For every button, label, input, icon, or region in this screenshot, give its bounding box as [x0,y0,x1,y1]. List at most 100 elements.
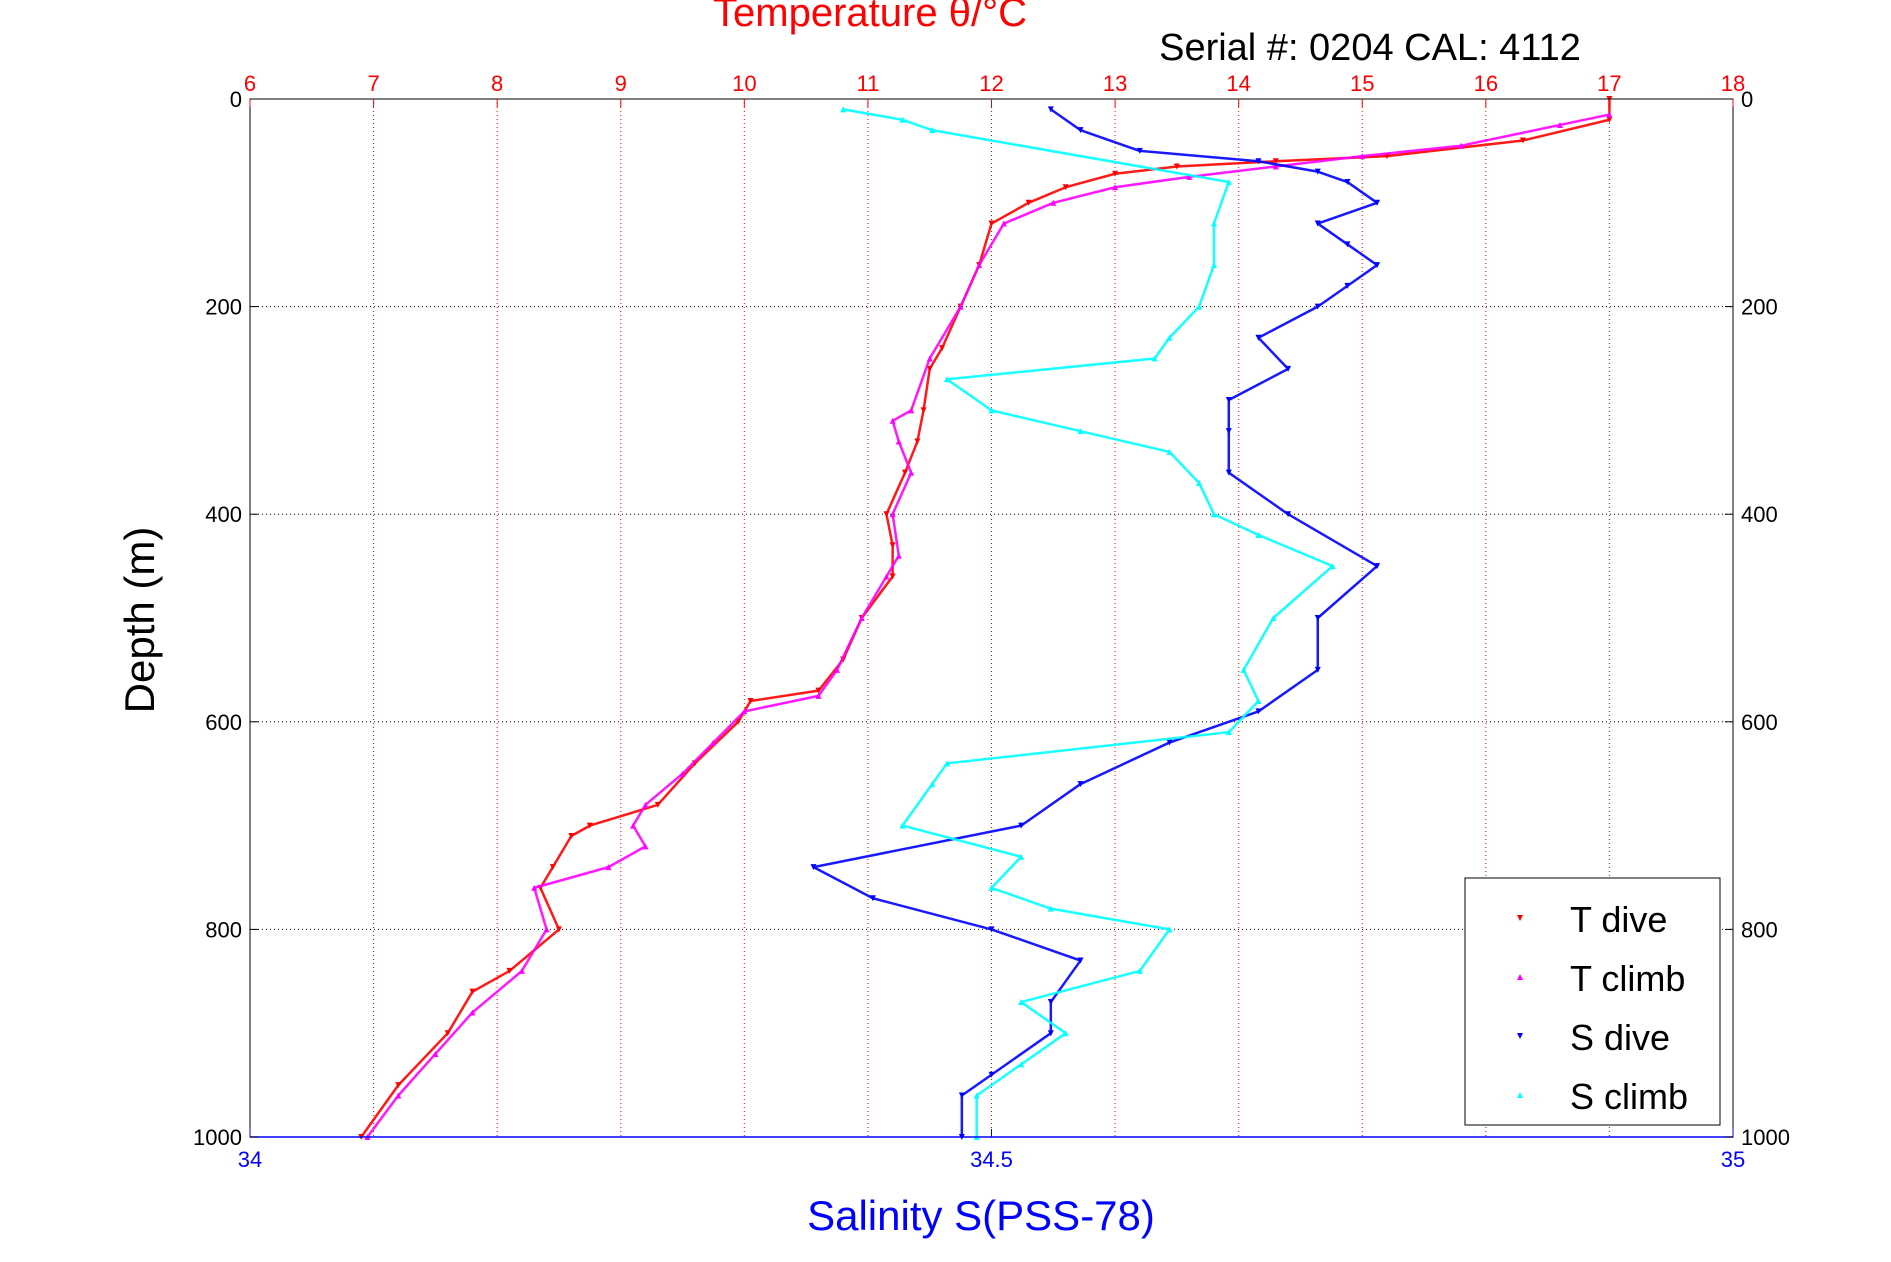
data-point-s-dive [1047,999,1054,1006]
legend-label-t-dive: T dive [1570,899,1667,940]
data-point-t-climb [710,739,717,746]
data-point-s-climb [899,116,906,123]
data-point-t-climb [1050,199,1057,206]
data-point-t-climb [543,926,550,933]
y-left-tick-label: 800 [205,917,242,942]
data-point-t-dive [889,573,896,580]
data-point-s-dive [1285,365,1292,372]
axes: 6 7 8 9 10 11 12 13 14 15 16 17 18 34 34.5 35 0 0 200 200 40… [193,71,1790,1172]
data-point-t-climb [883,573,890,580]
data-point-s-climb [1166,448,1173,455]
y-left-tick-label: 0 [230,87,242,112]
data-point-s-climb [1255,698,1262,705]
data-point-s-dive [1255,158,1262,165]
x-top-tick-label: 16 [1474,71,1498,96]
data-point-s-climb [988,407,995,414]
data-point-s-climb [1062,1030,1069,1037]
legend-label-s-climb: S climb [1570,1076,1688,1117]
data-point-s-dive [1344,241,1351,248]
x-top-tick-label: 10 [732,71,756,96]
data-point-s-climb [1166,926,1173,933]
data-point-s-climb [1210,220,1217,227]
data-point-t-climb [518,967,525,974]
data-point-s-dive [1077,957,1084,964]
data-point-s-dive [869,895,876,902]
data-point-t-climb [1272,163,1279,170]
data-point-s-climb [1077,428,1084,435]
x-top-tick-label: 6 [244,71,256,96]
legend: T dive T climb S dive S climb [1464,877,1721,1126]
data-point-t-dive [444,1030,451,1037]
data-point-s-climb [1151,355,1158,362]
data-point-s-dive [1255,708,1262,715]
data-point-s-dive [1077,781,1084,788]
data-point-s-climb [1225,729,1232,736]
data-point-t-climb [834,666,841,673]
data-point-s-dive [988,926,995,933]
data-point-t-climb [908,407,915,414]
data-point-s-dive [1314,303,1321,310]
series-line-s-dive [812,108,1379,1137]
x-top-tick-label: 18 [1721,71,1745,96]
data-point-s-climb [1225,179,1232,186]
series-line-s-climb [842,108,1334,1137]
legend-marker-s-climb [1517,1092,1523,1098]
data-point-s-dive [1285,511,1292,518]
y-right-tick-label: 1000 [1741,1125,1790,1150]
data-point-t-dive [883,511,890,518]
data-point-t-climb [858,615,865,621]
data-point-t-dive [395,1082,402,1089]
data-point-t-climb [432,1050,439,1057]
data-point-t-dive [1112,170,1119,177]
series-t-climb [364,111,1613,1140]
x-top-tick-label: 14 [1226,71,1250,96]
data-point-s-climb [1018,1061,1025,1068]
data-point-t-dive [1025,199,1032,206]
data-point-s-dive [1225,469,1232,476]
data-point-t-dive [506,967,513,974]
data-point-s-climb [1166,334,1173,341]
data-point-s-climb [944,760,951,767]
data-point-s-climb [1047,905,1054,912]
data-point-s-dive [810,864,817,871]
y-left-tick-label: 400 [205,502,242,527]
data-point-t-dive [654,801,661,808]
y-left-tick-label: 1000 [193,1125,242,1150]
data-point-t-dive [1173,163,1180,170]
data-point-s-dive [1255,334,1262,341]
data-point-s-dive [1018,822,1025,829]
data-point-t-dive [920,407,927,414]
data-point-s-dive [1344,179,1351,186]
data-point-t-dive [549,864,556,871]
x-top-tick-label: 9 [615,71,627,96]
data-point-t-dive [889,542,896,549]
x-bottom-tick-label: 34.5 [970,1147,1013,1172]
data-point-t-climb [679,770,686,777]
data-point-t-climb [1112,184,1119,191]
data-point-t-dive [586,822,593,829]
data-point-t-climb [605,864,612,871]
data-point-s-dive [988,1071,995,1078]
data-point-t-climb [741,708,748,715]
series-s-dive [810,106,1381,1140]
data-point-t-climb [889,511,896,518]
data-point-t-climb [1359,153,1366,160]
data-point-t-climb [1556,121,1563,128]
legend-marker-t-climb [1517,974,1523,980]
data-point-t-climb [1000,220,1007,227]
chart-title: Temperature θ/°C [713,0,1027,35]
data-point-t-dive [747,698,754,705]
data-point-t-climb [895,438,902,445]
x-top-tick-label: 17 [1597,71,1621,96]
x-top-tick-label: 12 [979,71,1003,96]
data-point-t-climb [957,303,964,310]
y-right-tick-label: 600 [1741,710,1778,735]
data-point-t-dive [901,469,908,476]
series-s-climb [840,106,1336,1140]
data-point-s-dive [1374,563,1381,570]
y-right-tick-label: 0 [1741,87,1753,112]
data-point-t-climb [1606,111,1613,118]
data-point-s-climb [1210,262,1217,269]
grid-lines [250,99,1733,1137]
data-point-s-dive [958,1092,965,1099]
